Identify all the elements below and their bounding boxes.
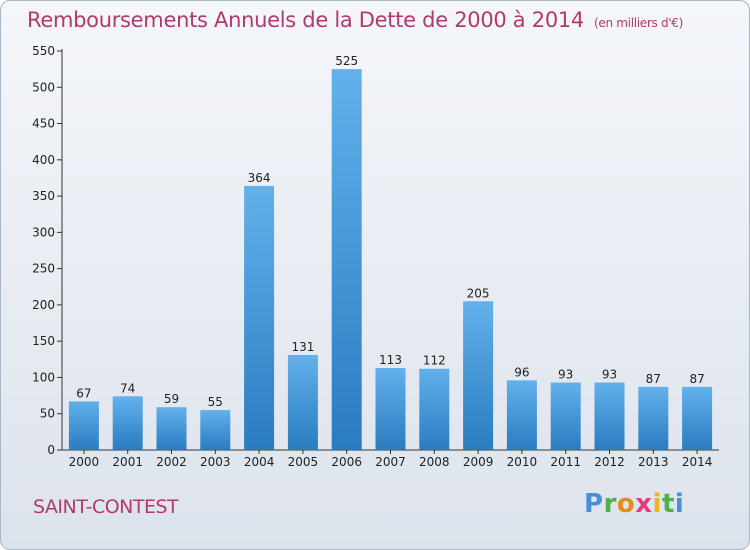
data-label-2006: 525 <box>335 54 358 68</box>
x-tick-label: 2006 <box>331 455 362 469</box>
x-tick-label: 2004 <box>244 455 275 469</box>
data-label-2000: 67 <box>76 386 91 400</box>
data-label-2001: 74 <box>120 381 135 395</box>
x-tick-label: 2010 <box>507 455 538 469</box>
bar-2007 <box>375 368 406 450</box>
bar-2011 <box>550 382 581 450</box>
y-tick-label: 200 <box>32 298 55 312</box>
commune-name: SAINT-CONTEST <box>33 496 179 518</box>
bar-2000 <box>68 401 99 450</box>
data-label-2002: 59 <box>164 392 179 406</box>
proxiti-logo: Proxiti <box>584 489 685 519</box>
y-tick-label: 0 <box>47 443 55 457</box>
y-tick-label: 500 <box>32 80 55 94</box>
data-label-2005: 131 <box>291 340 314 354</box>
bar-2001 <box>112 396 143 450</box>
bar-2005 <box>287 354 318 450</box>
x-tick-label: 2003 <box>200 455 231 469</box>
x-tick-label: 2002 <box>156 455 187 469</box>
bar-2012 <box>594 382 625 450</box>
y-tick-label: 100 <box>32 370 55 384</box>
chart-title-text: Remboursements Annuels de la Dette de 20… <box>27 8 584 32</box>
x-tick-label: 2013 <box>638 455 669 469</box>
x-tick-label: 2007 <box>375 455 406 469</box>
bar-2009 <box>463 301 494 450</box>
data-label-2011: 93 <box>558 368 573 382</box>
data-labels: 67 74 59 55 364 131 525 113 112 205 96 93 93 87 87 <box>76 54 704 409</box>
x-tick-label: 2008 <box>419 455 450 469</box>
y-tick-label: 400 <box>32 153 55 167</box>
x-tick-label: 2000 <box>69 455 100 469</box>
bar-2004 <box>244 185 275 450</box>
y-tick-label: 300 <box>32 225 55 239</box>
x-tick-label: 2009 <box>463 455 494 469</box>
y-tick-label: 150 <box>32 334 55 348</box>
y-tick-label: 250 <box>32 262 55 276</box>
y-tick-label: 550 <box>32 44 55 58</box>
bar-2002 <box>156 407 187 450</box>
data-label-2009: 205 <box>467 286 490 300</box>
bars <box>68 69 713 451</box>
x-tick-label: 2005 <box>288 455 319 469</box>
data-label-2012: 93 <box>602 368 617 382</box>
x-tick-label: 2012 <box>594 455 625 469</box>
x-tick-label: 2014 <box>682 455 713 469</box>
y-tick-label: 50 <box>40 407 55 421</box>
bar-2008 <box>419 368 450 450</box>
data-label-2013: 87 <box>646 372 661 386</box>
bar-2003 <box>200 410 231 450</box>
unit-label: (en milliers d'€) <box>594 16 684 30</box>
y-tick-label: 350 <box>32 189 55 203</box>
data-label-2010: 96 <box>514 365 529 379</box>
data-label-2008: 112 <box>423 354 446 368</box>
bar-2013 <box>638 386 669 450</box>
data-label-2004: 364 <box>248 171 271 185</box>
data-label-2014: 87 <box>689 372 704 386</box>
y-tick-label: 450 <box>32 117 55 131</box>
bar-2006 <box>331 69 362 451</box>
data-label-2003: 55 <box>208 395 223 409</box>
x-tick-label: 2011 <box>550 455 581 469</box>
chart-title: Remboursements Annuels de la Dette de 20… <box>27 8 683 32</box>
bar-2014 <box>682 386 713 450</box>
axes: 0 50 100 150 200 250 300 350 400 450 500 550 2000 200… <box>32 44 719 469</box>
x-tick-label: 2001 <box>112 455 143 469</box>
data-label-2007: 113 <box>379 353 402 367</box>
bar-2010 <box>506 380 537 450</box>
